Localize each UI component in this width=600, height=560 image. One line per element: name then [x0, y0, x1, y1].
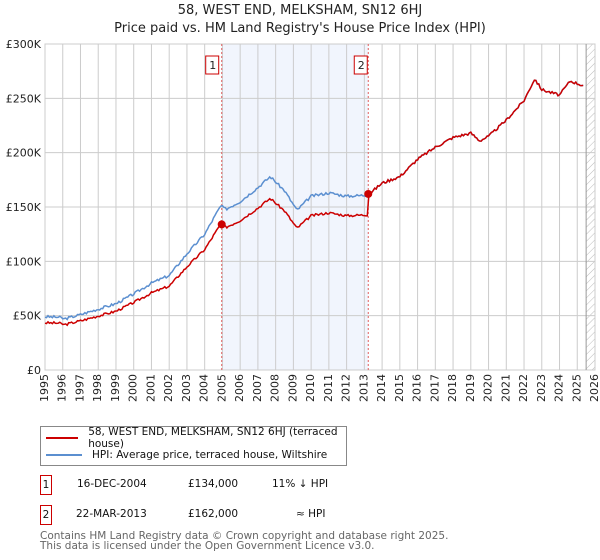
chart-subtitle: Price paid vs. HM Land Registry's House … — [114, 21, 486, 36]
x-tick-label: 2007 — [251, 374, 264, 402]
x-tick-label: 2009 — [286, 374, 299, 402]
y-tick-label: £0 — [27, 364, 41, 377]
transaction-badge: 2 — [40, 505, 52, 525]
x-tick-label: 2023 — [535, 374, 548, 402]
sale-label-box — [353, 55, 368, 75]
y-tick-label: £200K — [6, 147, 42, 160]
x-tick-label: 2013 — [357, 374, 370, 402]
transaction-row: 1 16-DEC-2004 £134,000 11% ↓ HPI — [40, 475, 460, 495]
x-tick-label: 2022 — [517, 374, 530, 402]
footer-copyright: Contains HM Land Registry data © Crown c… — [40, 530, 449, 542]
transaction-badge: 1 — [40, 475, 52, 495]
y-tick-label: £150K — [6, 201, 42, 214]
y-tick-label: £50K — [13, 310, 42, 323]
legend-label: HPI: Average price, terraced house, Wilt… — [92, 449, 328, 461]
footer: Contains HM Land Registry data © Crown c… — [40, 530, 449, 552]
x-tick-label: 2002 — [162, 374, 175, 402]
x-tick-label: 2001 — [144, 374, 157, 402]
transaction-hpi-relation: ≈ HPI — [296, 508, 326, 520]
x-tick-label: 2026 — [588, 374, 600, 402]
footer-licence: This data is licensed under the Open Gov… — [40, 540, 375, 552]
transaction-price: £134,000 — [188, 478, 239, 490]
legend-label: 58, WEST END, MELKSHAM, SN12 6HJ (terrac… — [88, 426, 338, 450]
x-tick-label: 1998 — [91, 374, 104, 402]
sale-label: 1 — [209, 59, 216, 72]
chart-title: 58, WEST END, MELKSHAM, SN12 6HJ — [177, 3, 423, 18]
transaction-date: 16-DEC-2004 — [77, 478, 147, 490]
x-tick-label: 1997 — [73, 374, 86, 402]
x-tick-label: 2015 — [393, 374, 406, 402]
sale-point — [364, 189, 373, 198]
x-tick-label: 1995 — [38, 374, 51, 402]
legend: 58, WEST END, MELKSHAM, SN12 6HJ (terrac… — [40, 426, 347, 466]
x-tick-label: 2018 — [446, 374, 459, 402]
sale-point — [217, 220, 226, 229]
sale-label: 2 — [358, 59, 365, 72]
x-tick-label: 2012 — [340, 374, 353, 402]
x-tick-label: 2010 — [304, 374, 317, 402]
legend-item-property: 58, WEST END, MELKSHAM, SN12 6HJ (terrac… — [41, 426, 346, 450]
plot-border — [44, 43, 596, 371]
legend-item-hpi: HPI: Average price, terraced house, Wilt… — [41, 447, 327, 463]
transaction-price: £162,000 — [188, 508, 239, 520]
x-tick-label: 2011 — [322, 374, 335, 402]
x-tick-label: 2006 — [233, 374, 246, 402]
property-price-line — [44, 79, 584, 327]
x-tick-label: 2019 — [464, 374, 477, 402]
x-tick-label: 2021 — [499, 374, 512, 402]
legend-swatch-blue — [46, 454, 82, 456]
x-tick-label: 2017 — [428, 374, 441, 402]
x-tick-label: 2003 — [180, 374, 193, 402]
y-tick-label: £250K — [6, 92, 42, 105]
x-tick-label: 2005 — [215, 374, 228, 402]
x-tick-label: 2014 — [375, 374, 388, 402]
transaction-hpi-relation: 11% ↓ HPI — [272, 478, 329, 490]
x-tick-label: 1996 — [56, 374, 69, 402]
x-tick-label: 1999 — [109, 374, 122, 402]
sale-label-box — [205, 55, 220, 75]
x-tick-label: 2008 — [269, 374, 282, 402]
x-tick-label: 2000 — [127, 374, 140, 402]
x-tick-label: 2004 — [198, 374, 211, 402]
x-tick-label: 2025 — [570, 374, 583, 402]
legend-swatch-red — [46, 437, 79, 439]
y-tick-label: £100K — [6, 255, 42, 268]
price-chart: 1995 1996 1997 1998 1999 2000 2001 2002 2003 2004… — [6, 38, 600, 402]
x-tick-label: 2016 — [411, 374, 424, 402]
transaction-date: 22-MAR-2013 — [76, 508, 147, 520]
x-tick-label: 2020 — [482, 374, 495, 402]
transaction-row: 2 22-MAR-2013 £162,000 ≈ HPI — [40, 505, 460, 525]
y-tick-label: £300K — [6, 38, 42, 51]
x-tick-label: 2024 — [553, 374, 566, 402]
